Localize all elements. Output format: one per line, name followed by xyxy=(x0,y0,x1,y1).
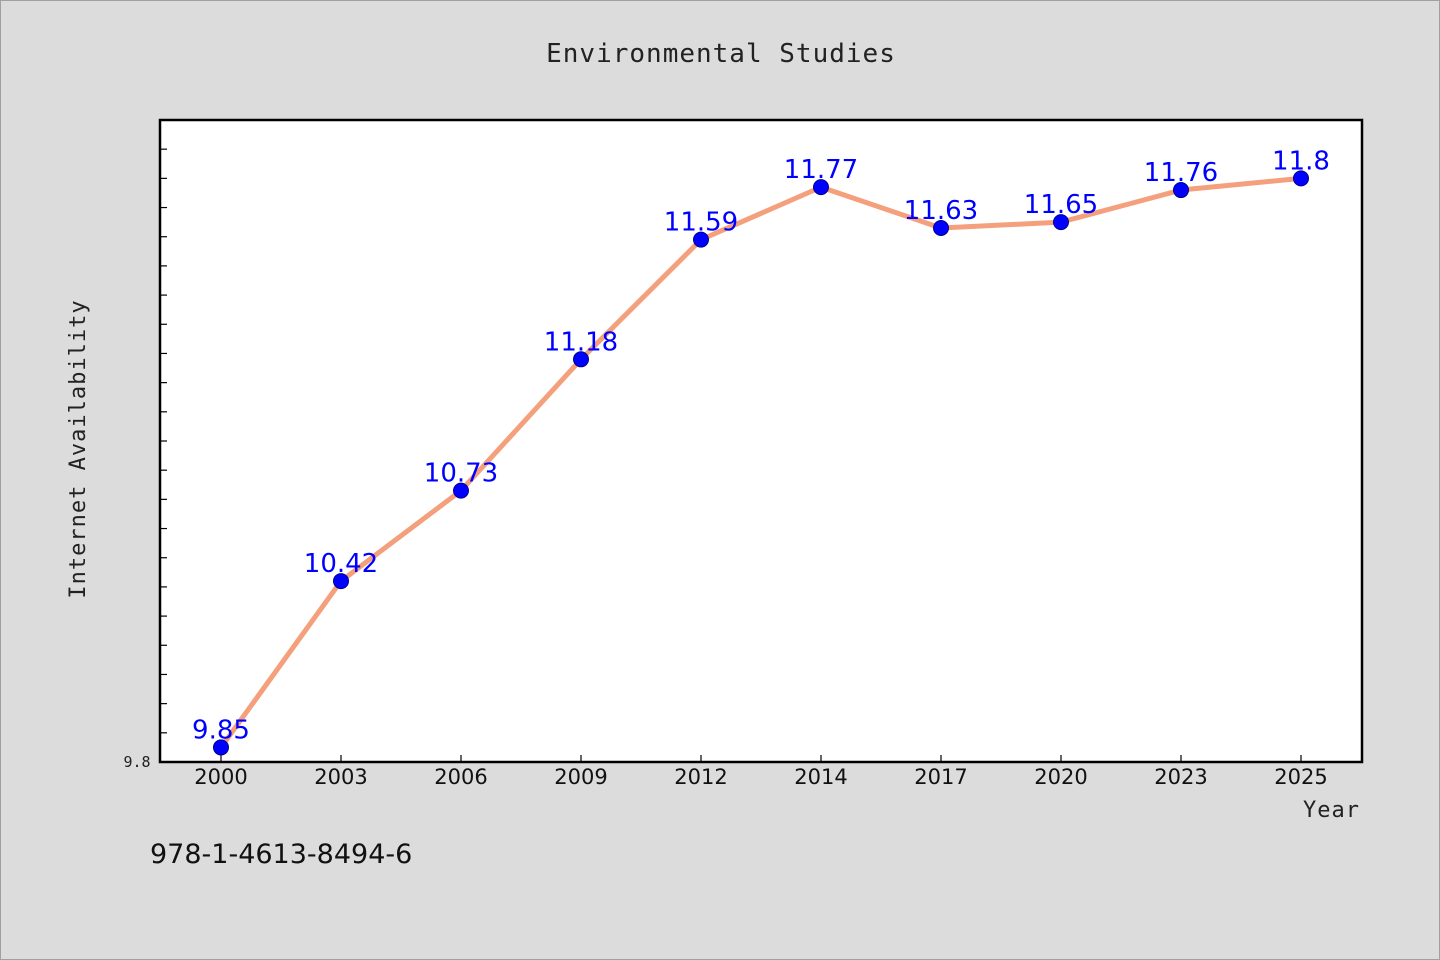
data-label: 11.76 xyxy=(1144,158,1218,188)
data-label: 11.59 xyxy=(664,208,738,238)
data-label: 11.77 xyxy=(784,155,858,185)
x-axis-label: Year xyxy=(1303,798,1360,823)
data-label: 10.73 xyxy=(424,459,498,489)
x-tick-label: 2000 xyxy=(194,765,247,789)
isbn-text: 978-1-4613-8494-6 xyxy=(150,839,412,870)
series-line xyxy=(218,175,1304,750)
x-tick-label: 2006 xyxy=(434,765,487,789)
series-markers xyxy=(213,170,1309,756)
data-point-marker xyxy=(693,231,709,248)
data-label: 11.63 xyxy=(904,196,978,226)
plot-area xyxy=(158,118,1364,764)
x-tick-label: 2023 xyxy=(1154,765,1207,789)
data-labels: 9.85 10.42 10.73 11.18 11.59 11.77 11.63 11.65 1… xyxy=(192,146,1330,745)
y-axis-label: Internet Availability xyxy=(66,299,91,598)
x-tick-label: 2020 xyxy=(1034,765,1087,789)
chart-title: Environmental Studies xyxy=(546,39,896,69)
data-label: 11.65 xyxy=(1024,190,1098,220)
data-point-marker xyxy=(213,739,229,756)
data-point-marker xyxy=(333,573,349,590)
data-label: 10.42 xyxy=(304,549,378,579)
data-point-marker xyxy=(573,351,589,368)
x-tick-label: 2014 xyxy=(794,765,847,789)
x-tick-label: 2025 xyxy=(1274,765,1327,789)
data-point-marker xyxy=(1053,214,1069,231)
y-tick-label: 9.8 xyxy=(123,753,150,771)
data-point-marker xyxy=(453,482,469,499)
y-axis-ticks xyxy=(160,148,167,734)
x-tick-label: 2003 xyxy=(314,765,367,789)
data-label: 11.18 xyxy=(544,327,618,357)
data-point-marker xyxy=(933,219,949,236)
data-label: 9.85 xyxy=(192,715,250,745)
data-point-marker xyxy=(1293,170,1309,187)
x-tick-label: 2012 xyxy=(674,765,727,789)
data-point-marker xyxy=(813,179,829,196)
data-label: 11.8 xyxy=(1272,146,1330,176)
x-tick-label: 2009 xyxy=(554,765,607,789)
x-axis-ticks xyxy=(220,755,1302,762)
x-tick-label: 2017 xyxy=(914,765,967,789)
data-point-marker xyxy=(1173,182,1189,199)
x-axis-tick-labels: 2000 2003 2006 2009 2012 2014 2017 2020 2023 2025 xyxy=(194,765,1327,789)
